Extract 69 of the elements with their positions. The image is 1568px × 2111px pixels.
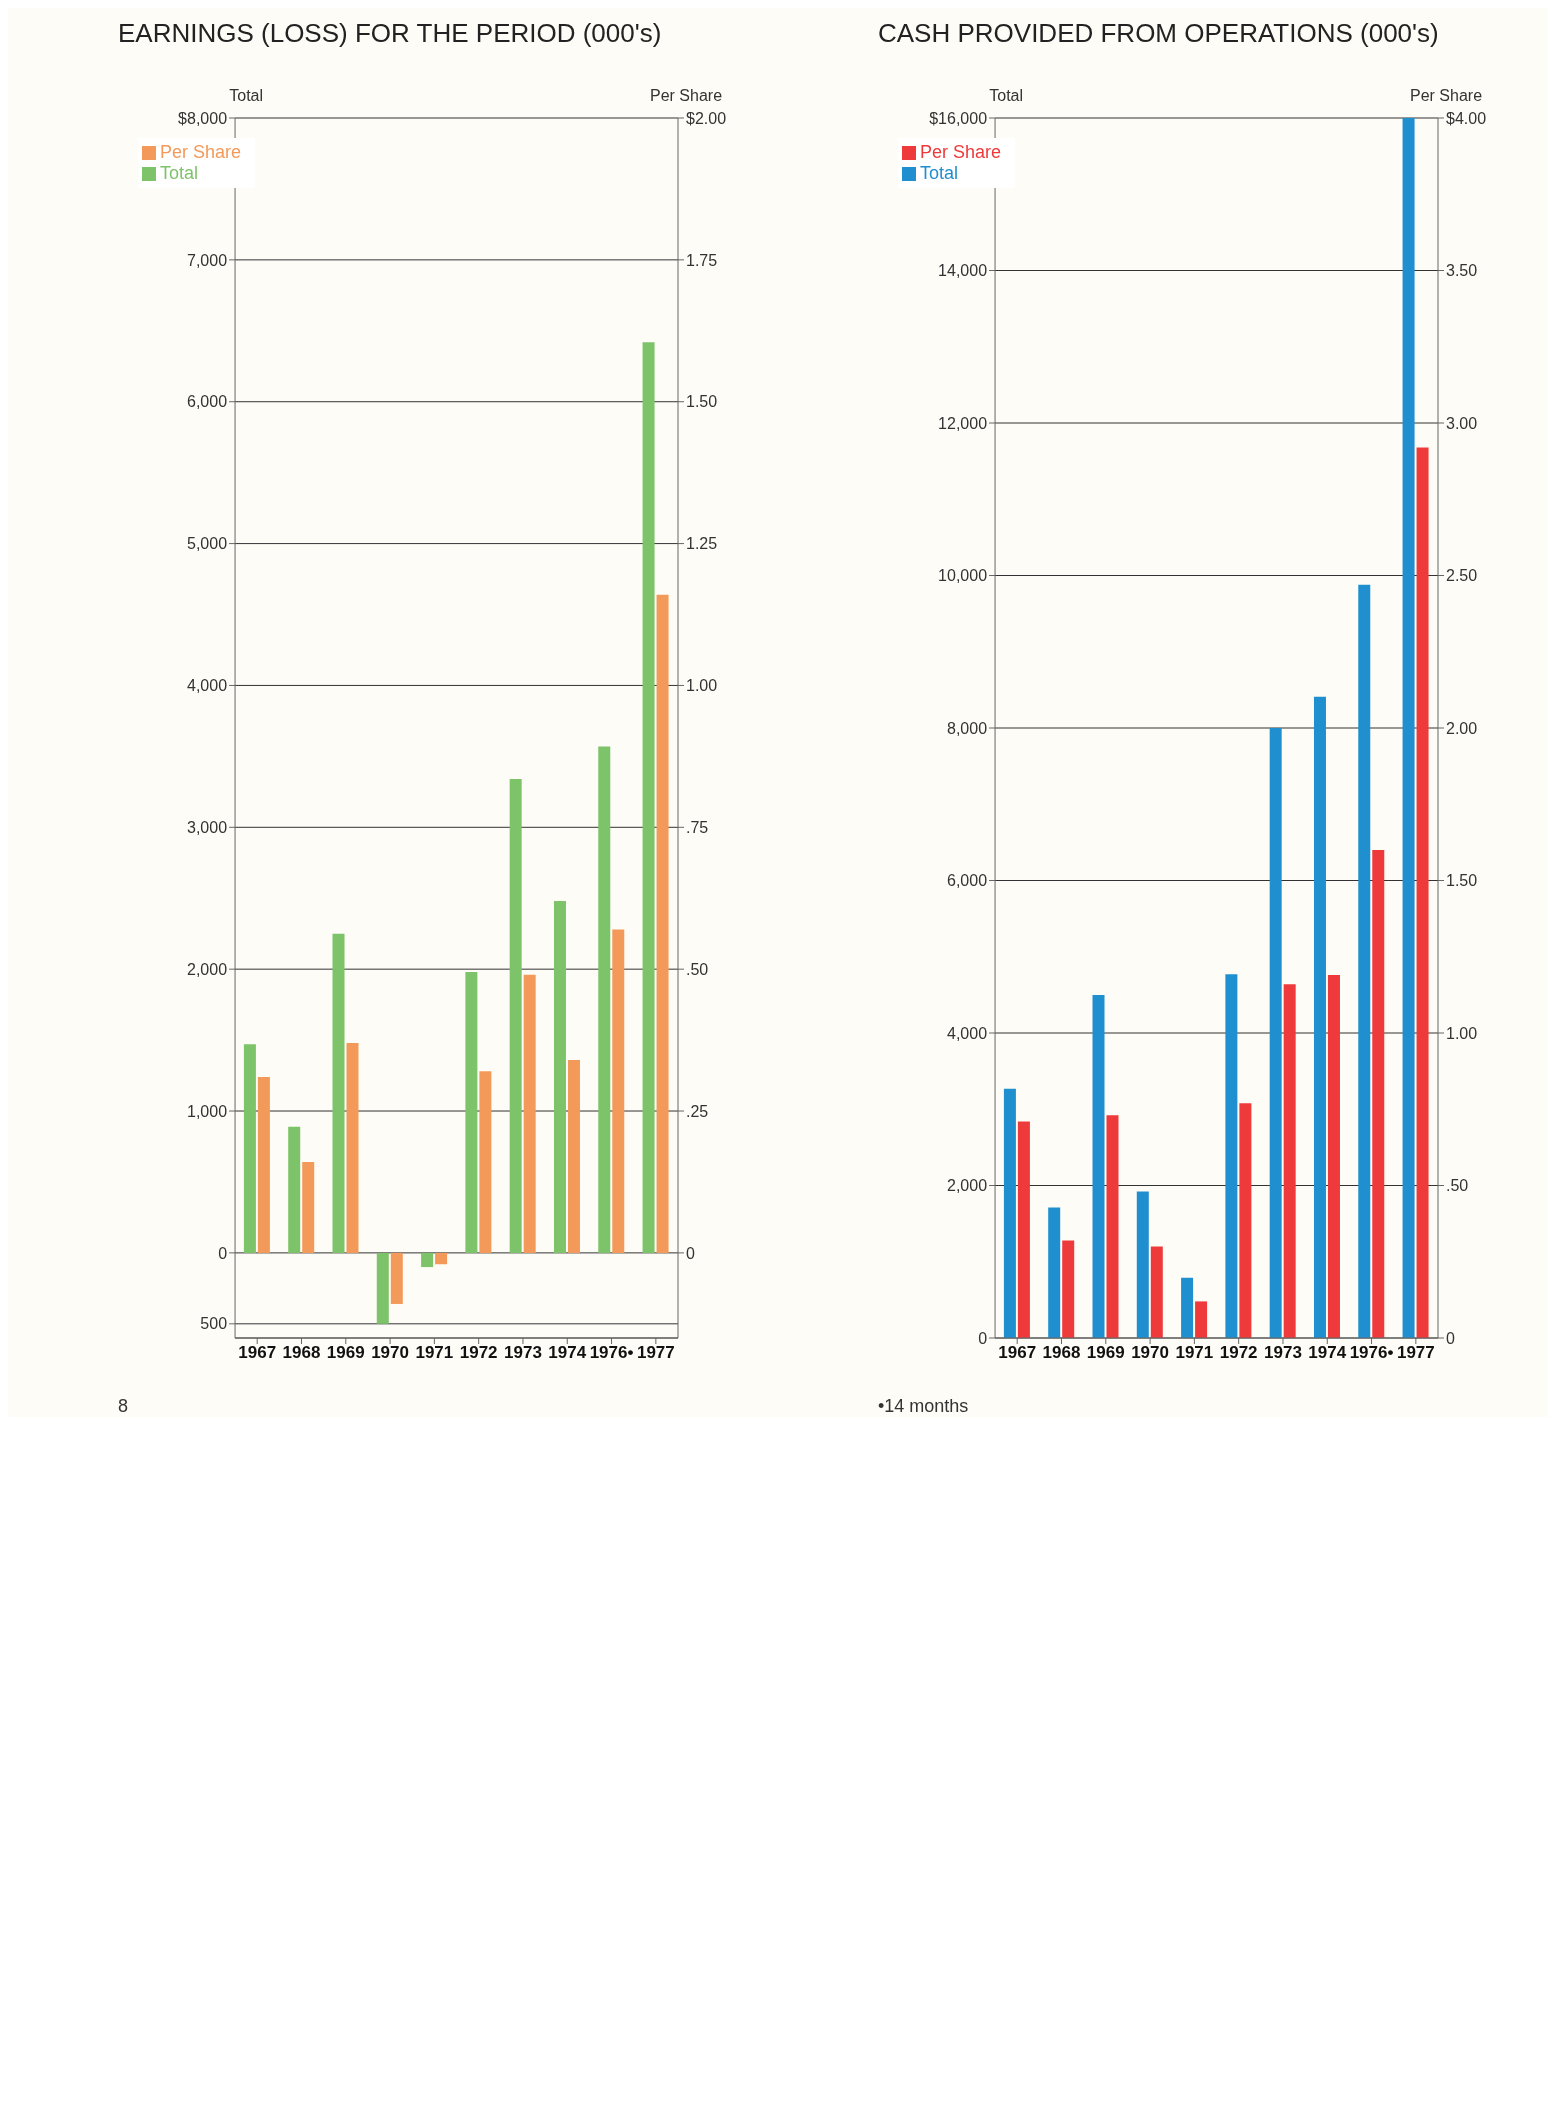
y-tick-label: 0 (218, 1244, 228, 1262)
y-tick-label: 10,000 (938, 567, 988, 585)
x-tick-label: 1970 (1131, 1343, 1169, 1363)
x-tick-label: 1971 (1175, 1343, 1214, 1363)
y2-tick-label: .25 (686, 1102, 709, 1120)
legend-label: Per Share (920, 142, 1002, 162)
y2-tick-label: 0 (1446, 1329, 1455, 1347)
y-axis-title: Total (989, 87, 1024, 105)
y2-tick-label: .50 (1446, 1177, 1469, 1195)
x-tick-label: 1976• (1349, 1343, 1394, 1363)
y2-tick-label: 1.50 (686, 393, 718, 411)
text: •14 months (877, 1395, 970, 1417)
x-tick-label: 1967 (238, 1343, 277, 1363)
y-tick-label: 8,000 (947, 719, 988, 737)
y-tick-label: 0 (978, 1329, 988, 1347)
x-tick-label: 1968 (1042, 1343, 1081, 1363)
x-tick-label: 1976• (589, 1343, 634, 1363)
x-tick-label: 1969 (1086, 1343, 1125, 1363)
y-axis-title: Total (229, 87, 264, 105)
y2-tick-label: 3.00 (1446, 414, 1478, 432)
y2-tick-label: .75 (686, 818, 709, 836)
x-tick-label: 1972 (1219, 1343, 1258, 1363)
y-tick-label: 6,000 (947, 872, 988, 890)
y-tick-label: 6,000 (187, 393, 228, 411)
x-tick-label: 1969 (326, 1343, 365, 1363)
x-tick-label: 1968 (282, 1343, 321, 1363)
x-tick-label: 1974 (1308, 1343, 1347, 1363)
legend-label: Per Share (160, 142, 242, 162)
y-tick-label: 1,000 (187, 1102, 228, 1120)
x-tick-label: 1973 (1264, 1343, 1302, 1363)
y-tick-label: $16,000 (929, 109, 988, 127)
y2-axis-title: Per Share (1410, 87, 1483, 105)
text: 8 (117, 1395, 129, 1417)
x-tick-label: 1973 (504, 1343, 542, 1363)
y2-tick-label: $2.00 (686, 109, 727, 127)
legend-label: Total (160, 163, 199, 183)
y2-tick-label: $4.00 (1446, 109, 1487, 127)
y-tick-label: 14,000 (938, 262, 988, 280)
y2-tick-label: 1.25 (686, 535, 718, 553)
y2-tick-label: .50 (686, 960, 709, 978)
y2-tick-label: 2.50 (1446, 567, 1478, 585)
y2-tick-label: 3.50 (1446, 262, 1478, 280)
legend-label: Total (920, 163, 959, 183)
y-tick-label: 5,000 (187, 535, 228, 553)
y-tick-label: 7,000 (187, 251, 228, 269)
y-tick-label: 500 (200, 1315, 228, 1333)
y2-tick-label: 1.75 (686, 251, 718, 269)
x-tick-label: 1977 (1396, 1343, 1435, 1363)
y-tick-label: 2,000 (187, 960, 228, 978)
y2-tick-label: 0 (686, 1244, 695, 1262)
y2-tick-label: 1.00 (1446, 1024, 1478, 1042)
x-tick-label: 1967 (998, 1343, 1037, 1363)
chart-title: CASH PROVIDED FROM OPERATIONS (000's) (877, 17, 1440, 50)
y2-tick-label: 1.50 (1446, 872, 1478, 890)
y2-axis-title: Per Share (650, 87, 723, 105)
x-tick-label: 1972 (459, 1343, 498, 1363)
y-tick-label: 3,000 (187, 818, 228, 836)
x-tick-label: 1974 (548, 1343, 587, 1363)
x-tick-label: 1970 (371, 1343, 409, 1363)
chart-title: EARNINGS (LOSS) FOR THE PERIOD (000's) (117, 17, 663, 50)
x-tick-label: 1971 (415, 1343, 454, 1363)
y2-tick-label: 1.00 (686, 677, 718, 695)
x-tick-label: 1977 (636, 1343, 675, 1363)
y2-tick-label: 2.00 (1446, 719, 1478, 737)
y-tick-label: 2,000 (947, 1177, 988, 1195)
y-tick-label: 4,000 (947, 1024, 988, 1042)
y-tick-label: 12,000 (938, 414, 988, 432)
y-tick-label: $8,000 (178, 109, 228, 127)
y-tick-label: 4,000 (187, 677, 228, 695)
